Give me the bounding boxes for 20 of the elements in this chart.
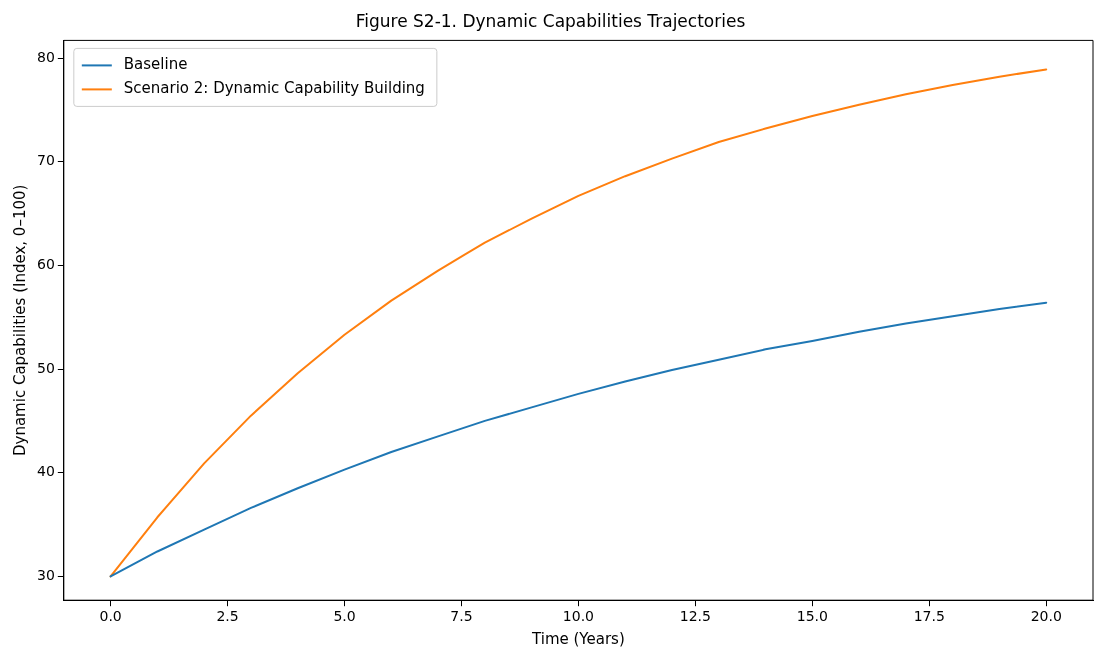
y-tick-label: 40: [36, 463, 55, 480]
x-tick-label: 10.0: [562, 608, 594, 625]
y-tick-label: 80: [36, 48, 55, 65]
legend-label: Baseline: [123, 55, 188, 74]
y-tick-label: 70: [36, 152, 55, 169]
x-tick-label: 2.5: [216, 608, 239, 625]
x-tick-label: 7.5: [450, 608, 473, 625]
chart-title: Figure S2-1. Dynamic Capabilities Trajectories: [355, 10, 746, 31]
legend-label: Scenario 2: Dynamic Capability Building: [123, 79, 425, 98]
x-tick-label: 0.0: [99, 608, 122, 625]
x-tick-label: 17.5: [913, 608, 945, 625]
y-axis-title: Dynamic Capabilities (Index, 0–100): [10, 184, 29, 456]
y-tick-label: 30: [36, 567, 55, 583]
x-axis-title: Time (Years): [531, 629, 625, 648]
x-tick-label: 12.5: [679, 608, 711, 625]
x-tick-label: 20.0: [1030, 608, 1062, 625]
y-tick-label: 60: [36, 256, 55, 272]
y-tick-label: 50: [36, 359, 55, 376]
x-tick-label: 5.0: [333, 608, 356, 625]
x-tick-label: 15.0: [796, 608, 828, 625]
